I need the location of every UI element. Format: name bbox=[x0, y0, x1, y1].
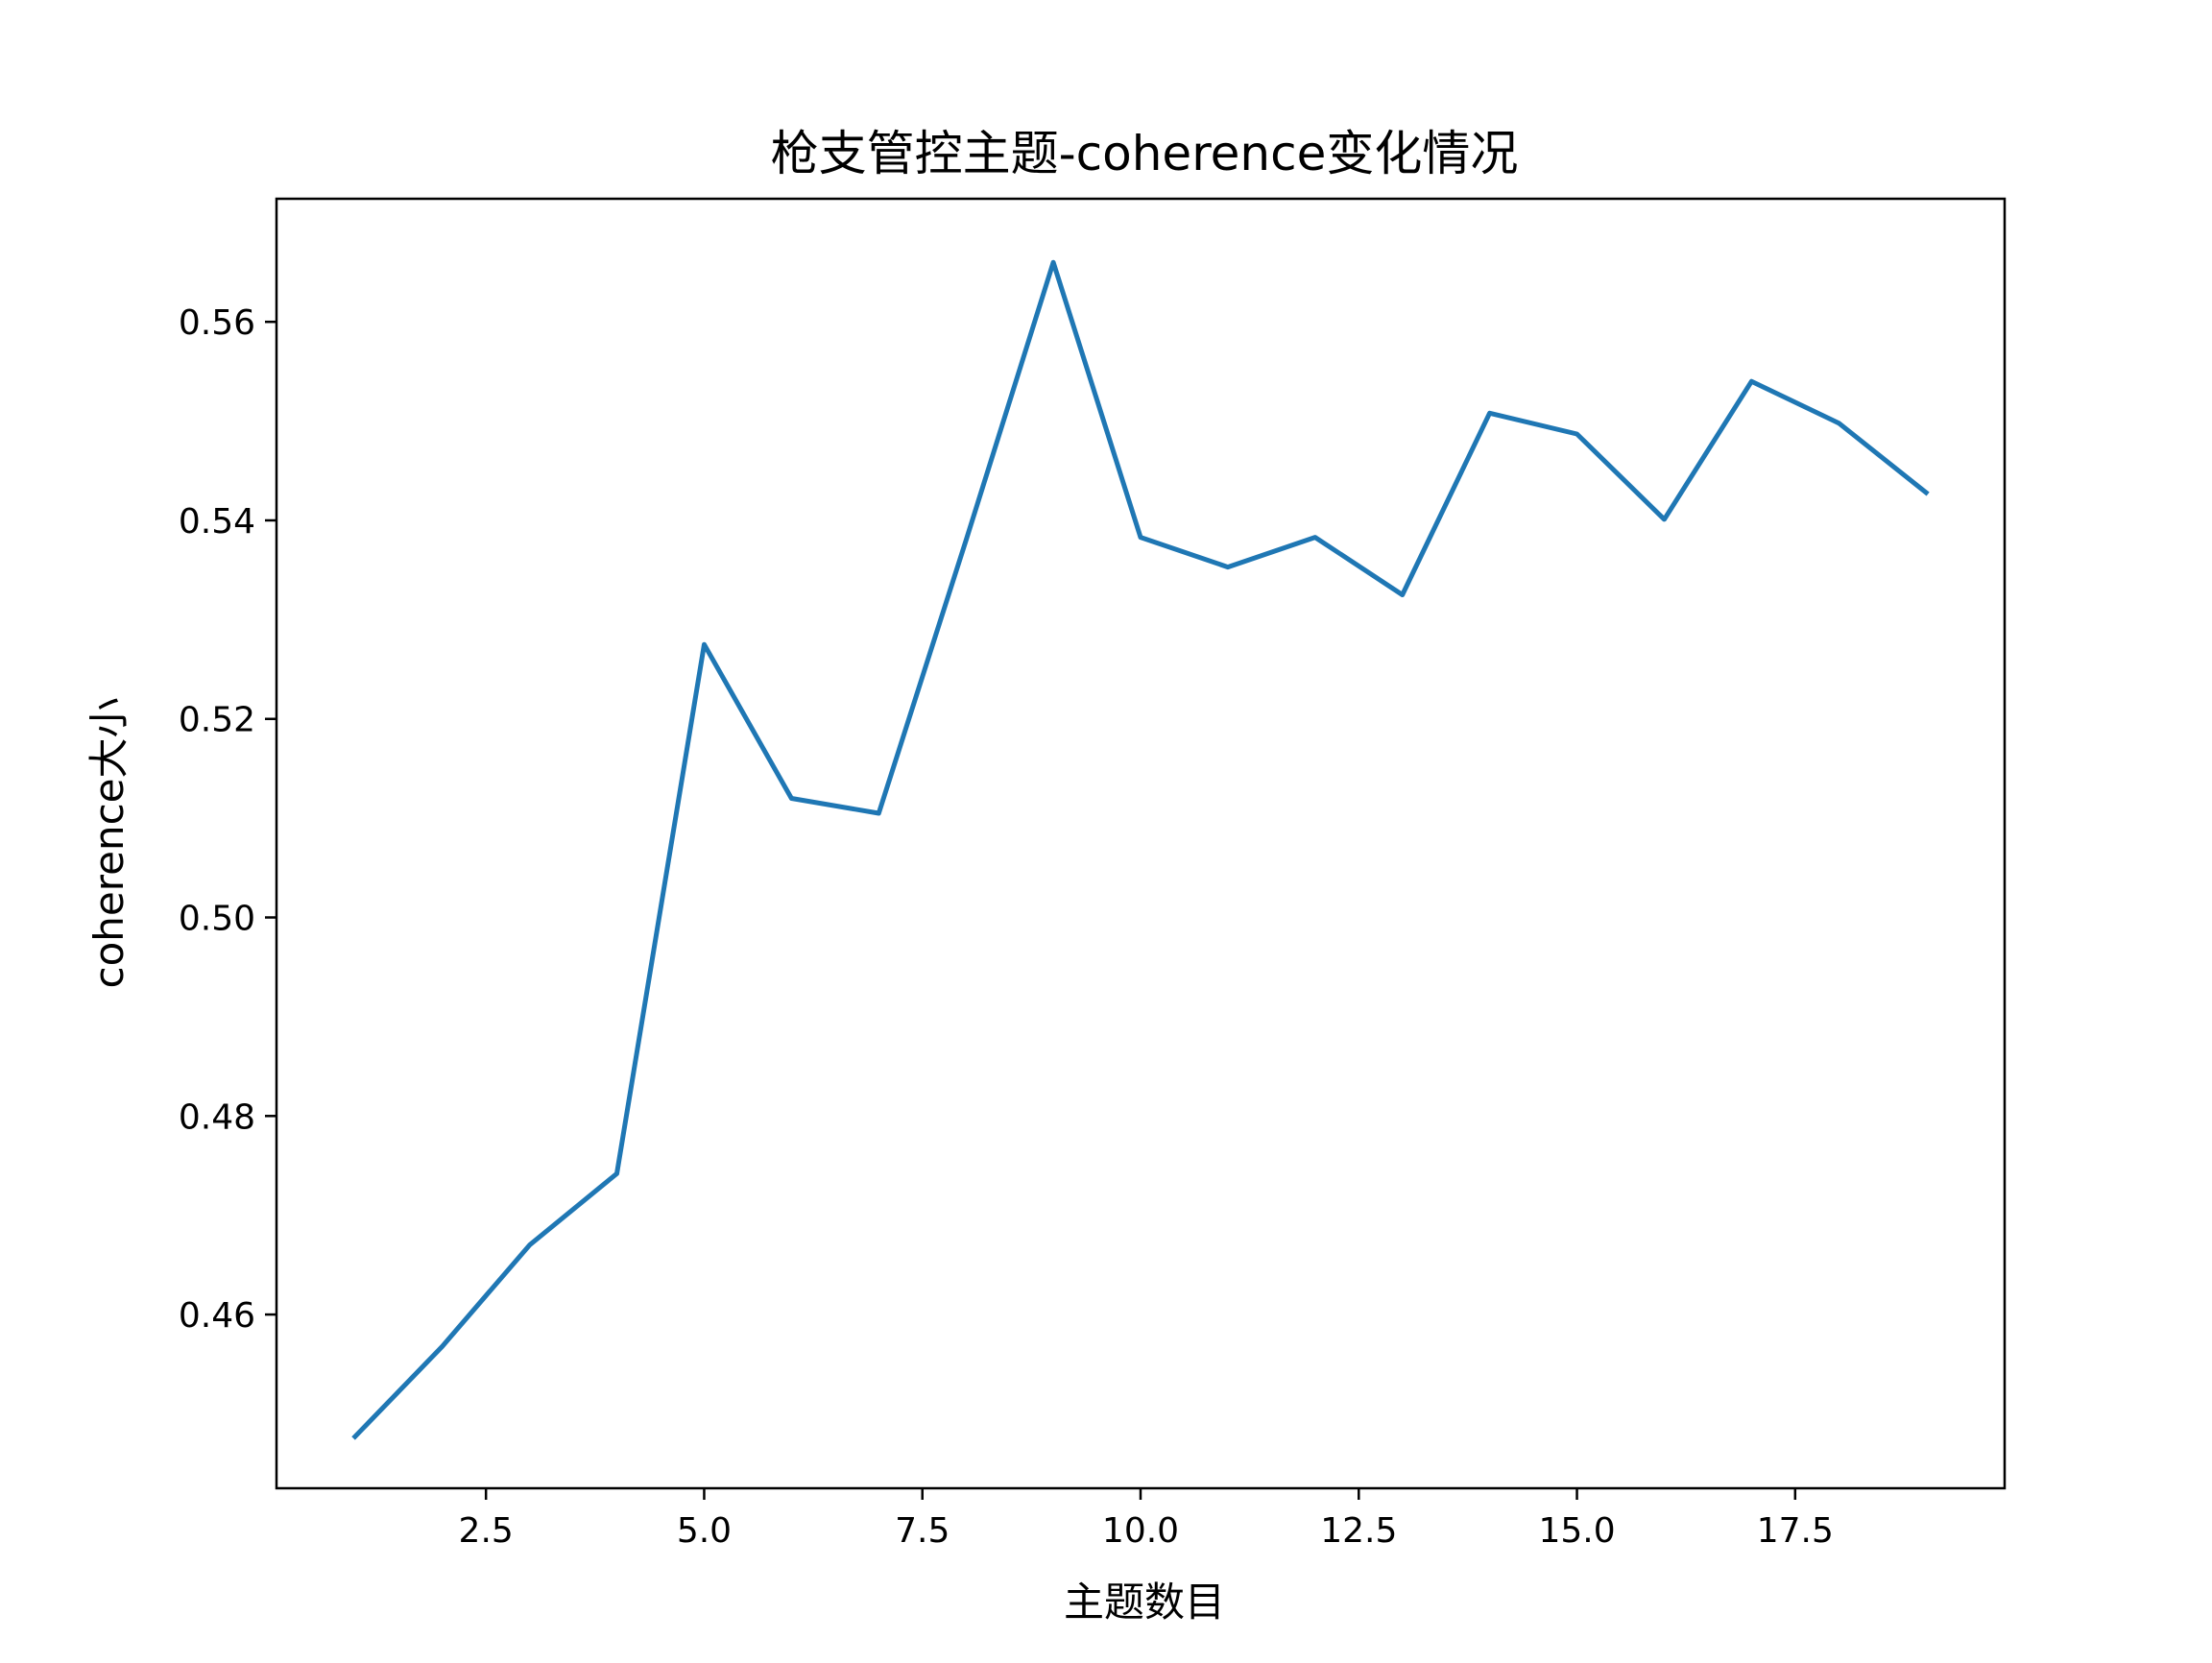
x-tick-label: 15.0 bbox=[1538, 1511, 1615, 1551]
y-tick-label: 0.56 bbox=[179, 303, 255, 343]
y-axis-label: coherence大小 bbox=[85, 698, 132, 989]
x-tick-label: 5.0 bbox=[677, 1511, 732, 1551]
x-tick-label: 12.5 bbox=[1320, 1511, 1397, 1551]
x-tick-label: 10.0 bbox=[1102, 1511, 1179, 1551]
y-tick-label: 0.46 bbox=[179, 1296, 255, 1336]
y-tick-label: 0.48 bbox=[179, 1097, 255, 1137]
chart-title: 枪支管控主题-coherence变化情况 bbox=[771, 126, 1519, 181]
x-tick-label: 17.5 bbox=[1757, 1511, 1834, 1551]
y-tick-label: 0.50 bbox=[179, 900, 255, 939]
y-tick-label: 0.54 bbox=[179, 502, 255, 542]
x-tick-label: 7.5 bbox=[895, 1511, 950, 1551]
y-tick-label: 0.52 bbox=[179, 701, 255, 740]
x-tick-label: 2.5 bbox=[459, 1511, 514, 1551]
x-axis-label: 主题数目 bbox=[1064, 1579, 1225, 1626]
